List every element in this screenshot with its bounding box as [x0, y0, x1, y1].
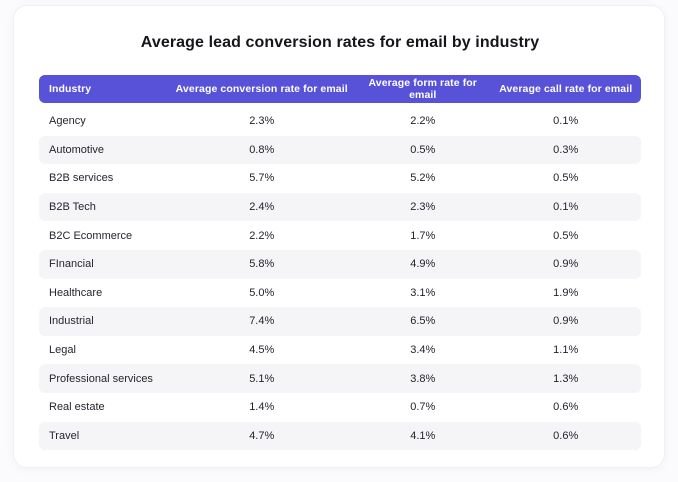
table-card: Average lead conversion rates for email … [13, 5, 665, 468]
industry-label: Professional services [49, 372, 153, 385]
table-row-healthcare: Healthcare 5.0% 3.1% 1.9% [39, 279, 641, 308]
rate-value: 1.1% [553, 344, 579, 357]
rate-value: 0.7% [410, 401, 436, 414]
page-title: Average lead conversion rates for email … [140, 34, 540, 51]
rate-value: 3.1% [410, 286, 436, 299]
column-header-average-call-rate-for-email: Average call rate for email [499, 83, 633, 95]
table-header-row: Industry Average conversion rate for emai… [39, 75, 641, 103]
rate-value: 2.3% [249, 115, 275, 128]
table-row-b2b-services: B2B services 5.7% 5.2% 0.5% [39, 164, 641, 193]
table-row-automotive: Automotive 0.8% 0.5% 0.3% [39, 135, 641, 165]
table-row-legal: Legal 4.5% 3.4% 1.1% [39, 336, 641, 365]
rate-value: 1.7% [410, 229, 436, 242]
rate-value: 2.2% [410, 115, 436, 128]
rate-value: 0.5% [553, 172, 579, 185]
industry-label: Agency [49, 115, 86, 128]
rate-value: 6.5% [410, 315, 436, 328]
rate-value: 4.9% [410, 258, 436, 271]
rate-value: 0.9% [553, 315, 579, 328]
rate-value: 0.8% [249, 143, 275, 156]
rate-value: 5.0% [249, 286, 275, 299]
rate-value: 3.4% [410, 344, 436, 357]
table-row-b2b-tech: B2B Tech 2.4% 2.3% 0.1% [39, 192, 641, 222]
rate-value: 2.3% [410, 201, 436, 214]
table-body: Agency 2.3% 2.2% 0.1% Automotive 0.8% 0.5% 0.3%… [39, 107, 641, 451]
rate-value: 1.3% [553, 372, 579, 385]
rate-value: 0.1% [553, 201, 579, 214]
conversion-rates-table: Industry Average conversion rate for emai… [39, 75, 641, 451]
rate-value: 2.2% [249, 229, 275, 242]
industry-label: Real estate [49, 401, 105, 414]
rate-value: 1.4% [249, 401, 275, 414]
column-header-industry: Industry [49, 83, 92, 95]
table-row-industrial: Industrial 7.4% 6.5% 0.9% [39, 307, 641, 336]
table-row-b2c-ecommerce: B2C Ecommerce 2.2% 1.7% 0.5% [39, 221, 641, 250]
rate-value: 0.5% [553, 229, 579, 242]
industry-label: Legal [49, 344, 76, 357]
rate-value: 7.4% [249, 315, 275, 328]
table-row-financial: FInancial 5.8% 4.9% 0.9% [39, 249, 641, 279]
table-row-agency: Agency 2.3% 2.2% 0.1% [39, 107, 641, 136]
table-row-professional-services: Professional services 5.1% 3.8% 1.3% [39, 364, 641, 393]
rate-value: 5.7% [249, 172, 275, 185]
industry-label: Travel [49, 429, 80, 442]
rate-value: 2.4% [249, 201, 275, 214]
rate-value: 5.1% [249, 372, 275, 385]
industry-label: Automotive [49, 143, 105, 156]
rate-value: 5.2% [410, 172, 436, 185]
industry-label: Healthcare [49, 286, 103, 299]
rate-value: 0.5% [410, 143, 436, 156]
column-header-average-form-rate-for-email: Average form rate for email [368, 77, 477, 101]
rate-value: 4.7% [249, 429, 275, 442]
table-row-travel: Travel 4.7% 4.1% 0.6% [39, 421, 641, 451]
industry-label: FInancial [49, 258, 94, 271]
rate-value: 0.1% [553, 115, 579, 128]
rate-value: 4.5% [249, 344, 275, 357]
rate-value: 0.6% [553, 401, 579, 414]
rate-value: 1.9% [553, 286, 579, 299]
industry-label: B2B services [49, 172, 114, 185]
rate-value: 0.9% [553, 258, 579, 271]
rate-value: 5.8% [249, 258, 275, 271]
table-row-real-estate: Real estate 1.4% 0.7% 0.6% [39, 393, 641, 422]
rate-value: 3.8% [410, 372, 436, 385]
column-header-average-conversion-rate-for-email: Average conversion rate for email [175, 83, 348, 95]
rate-value: 0.3% [553, 143, 579, 156]
rate-value: 0.6% [553, 429, 579, 442]
industry-label: B2B Tech [49, 201, 96, 214]
industry-label: B2C Ecommerce [49, 229, 133, 242]
industry-label: Industrial [49, 315, 94, 328]
rate-value: 4.1% [410, 429, 436, 442]
